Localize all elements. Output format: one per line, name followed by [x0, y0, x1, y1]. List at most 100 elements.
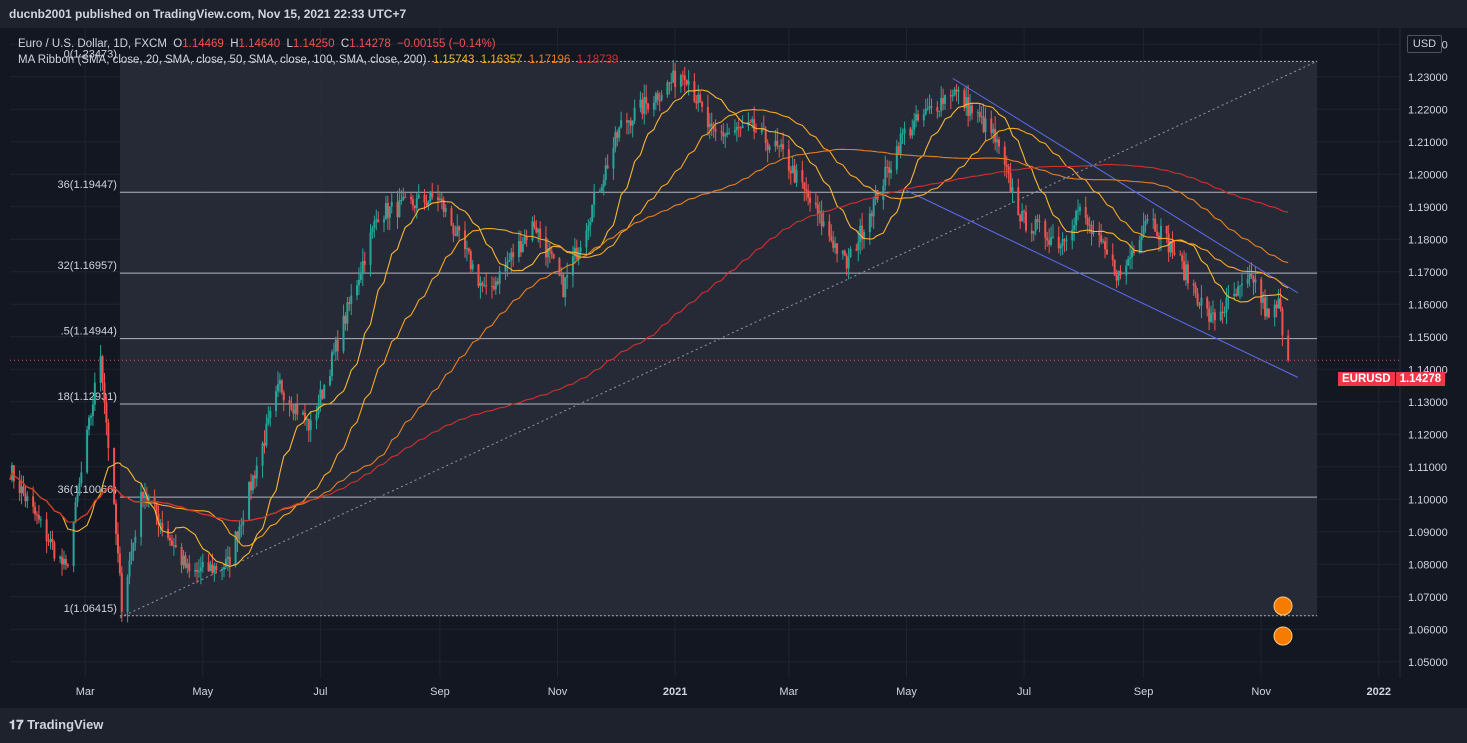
candle-body: [587, 225, 590, 231]
candle-body: [1154, 218, 1157, 232]
candle-body: [949, 95, 952, 97]
candle-body: [591, 204, 594, 222]
ma-legend-line[interactable]: MA Ribbon (SMA, close, 20, SMA, close, 5…: [18, 52, 618, 68]
candle-body: [782, 144, 785, 150]
candle-body: [498, 271, 501, 284]
y-tick-label: 1.11000: [1408, 462, 1447, 474]
x-tick-label: May: [192, 686, 213, 698]
candle-body: [834, 243, 837, 248]
candle-body: [348, 302, 351, 304]
candle-body: [701, 101, 704, 107]
candle-body: [1223, 311, 1226, 313]
y-tick-label: 1.12000: [1408, 429, 1448, 441]
candle-body: [992, 128, 995, 134]
candle-body: [249, 481, 252, 491]
candle-body: [1287, 335, 1290, 361]
tradingview-logo[interactable]: 𝟏𝟕 TradingView: [9, 717, 104, 732]
candle-body: [739, 127, 742, 129]
candle-body: [1032, 231, 1035, 234]
candle-body: [39, 519, 42, 521]
ma-line-50: [9, 109, 1289, 547]
candle-body: [18, 481, 21, 494]
candle-body: [1233, 293, 1236, 297]
candle-body: [751, 119, 754, 123]
candle-body: [801, 170, 804, 183]
candle-body: [363, 261, 366, 265]
candle-body: [818, 211, 821, 214]
candle-body: [444, 208, 447, 212]
candle-body: [1265, 308, 1268, 317]
candle-body: [373, 221, 376, 228]
candle-body: [687, 81, 690, 85]
candle-body: [724, 134, 727, 137]
candle-body: [463, 230, 466, 250]
trendline-group[interactable]: [10, 60, 1400, 619]
candle-body: [1171, 241, 1174, 253]
candle-body: [787, 149, 790, 171]
candle-body: [598, 191, 601, 193]
candle-body: [323, 385, 326, 399]
candle-body: [1111, 254, 1114, 260]
currency-button[interactable]: USD: [1407, 35, 1442, 53]
candle-body: [61, 556, 64, 565]
candle-body: [253, 475, 256, 479]
candle-body: [427, 201, 430, 206]
candle-body: [1115, 275, 1118, 281]
candle-body: [558, 258, 561, 276]
candle-body: [1179, 254, 1182, 256]
candle-body: [467, 248, 470, 252]
time-axis-bg: [0, 678, 1467, 708]
fib-label: .5(1.14944): [61, 326, 117, 338]
candle-body: [579, 247, 582, 252]
candle-body: [344, 315, 347, 324]
candle-body: [755, 131, 758, 133]
candle-body: [957, 90, 960, 92]
y-tick-label: 1.23000: [1408, 72, 1448, 84]
candle-body: [35, 514, 38, 516]
candle-body: [1071, 229, 1074, 241]
candle-body: [53, 542, 56, 559]
candle-body: [479, 282, 482, 287]
x-tick-label: Sep: [1134, 686, 1154, 698]
candle-body: [629, 120, 632, 126]
candle-body: [897, 146, 900, 154]
candle-body: [791, 165, 794, 174]
candle-body: [938, 110, 941, 112]
candle-body: [695, 101, 698, 104]
ma50-value: 1.16357: [480, 54, 523, 66]
candle-body: [282, 392, 285, 401]
candle-body: [911, 129, 914, 136]
candle-body: [544, 237, 547, 258]
ma200-value: 1.18739: [576, 54, 619, 66]
candle-body: [722, 132, 725, 137]
candle-body: [612, 148, 615, 169]
candle-body: [1073, 225, 1076, 230]
candle-body: [1273, 304, 1276, 318]
candle-body: [91, 404, 94, 416]
price-chart[interactable]: 0(1.23473) 36(1.19447) 32(1.16957) .5(1.149…: [0, 28, 1467, 708]
candle-body: [134, 536, 137, 543]
candle-body: [830, 236, 833, 241]
candle-body: [132, 542, 135, 552]
candle-body: [329, 376, 332, 386]
candle-body: [1046, 237, 1049, 241]
candle-body: [1210, 313, 1213, 322]
candle-body: [859, 225, 862, 243]
candle-body: [1167, 233, 1170, 253]
candle-body: [228, 556, 231, 566]
candle-body: [753, 119, 756, 132]
candle-body: [222, 567, 225, 570]
candle-body: [681, 75, 684, 77]
candle-body: [1194, 285, 1197, 294]
candle-body: [1086, 217, 1089, 226]
symbol-legend-line[interactable]: Euro / U.S. Dollar, 1D, FXCM O1.14469 H1…: [18, 38, 496, 50]
candle-body: [415, 198, 418, 209]
candle-body: [346, 302, 349, 324]
candle-body: [294, 404, 297, 414]
candle-body: [951, 95, 954, 97]
candle-body: [431, 191, 434, 198]
candle-body: [196, 569, 199, 572]
fib-label: 0(1.23473): [64, 48, 117, 60]
candle-body: [201, 562, 204, 568]
candle-body: [666, 82, 669, 95]
